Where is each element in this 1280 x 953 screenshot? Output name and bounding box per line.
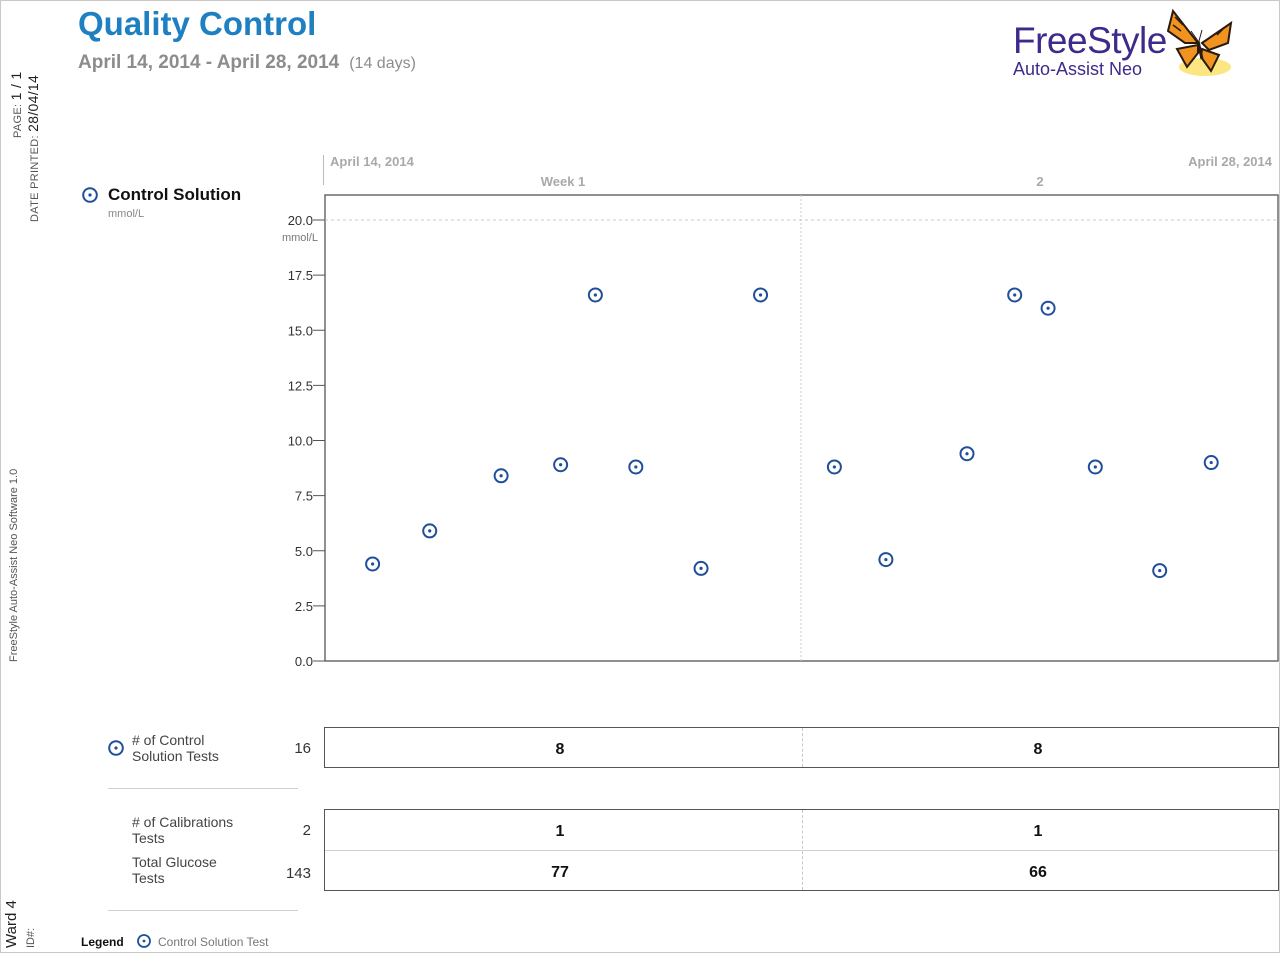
control-tests-label: # of Control Solution Tests (132, 732, 219, 764)
data-point-center (884, 557, 888, 562)
control-solution-marker-icon (82, 187, 98, 203)
y-tick-label: 12.5 (288, 378, 313, 393)
data-point-center (699, 566, 703, 570)
week-divider (802, 728, 803, 767)
y-axis-unit: mmol/L (282, 232, 318, 244)
glucose-tests-label-line2: Tests (132, 870, 165, 886)
row-divider (325, 850, 1278, 851)
glucose-tests-label-line1: Total Glucose (132, 854, 217, 870)
butterfly-icon (1166, 8, 1233, 76)
control-tests-label-line1: # of Control (132, 732, 205, 748)
divider (108, 910, 298, 911)
ward-label: Ward 4 (3, 900, 20, 948)
data-point-center (1013, 293, 1017, 297)
data-point-center (832, 465, 836, 469)
calibration-tests-total: 2 (302, 822, 311, 839)
week-label: 2 (1036, 174, 1044, 189)
logo-name: FreeStyle (1013, 20, 1167, 61)
section-title: Control Solution (108, 185, 242, 204)
control-tests-total: 16 (294, 740, 311, 757)
week-label: Week 1 (540, 174, 586, 189)
data-point-center (371, 562, 375, 566)
legend-item: Control Solution Test (158, 935, 269, 949)
id-label: ID#: (25, 927, 37, 948)
calibration-tests-label-line1: # of Calibrations (132, 814, 234, 830)
divider (108, 788, 298, 789)
glucose-tests-label: Total Glucose Tests (132, 854, 217, 886)
data-point-center (965, 452, 969, 456)
control-solution-marker-icon (108, 740, 124, 756)
control-tests-week2: 8 (1033, 741, 1043, 758)
page-title: Quality Control (78, 5, 317, 42)
glucose-tests-week2: 66 (1029, 864, 1047, 881)
data-point-center (1209, 460, 1213, 465)
timeline-end-date: April 28, 2014 (1188, 154, 1272, 169)
data-point-center (1046, 306, 1050, 310)
timeline-start-date: April 14, 2014 (330, 154, 414, 169)
y-tick-label: 5.0 (295, 544, 313, 559)
control-solution-chart: 0.0 2.5 5.0 7.5 10.0 12.5 15.0 17.5 20.0 mmol/L (282, 194, 1279, 669)
report-date-range: April 14, 2014 - April 28, 2014 (14 days) (78, 52, 416, 74)
y-tick-label: 20.0 (288, 213, 313, 228)
calibration-tests-label-line2: Tests (132, 830, 165, 846)
day-count: (14 days) (349, 55, 416, 72)
date-range-text: April 14, 2014 - April 28, 2014 (78, 52, 340, 73)
data-point-center (499, 474, 503, 478)
y-tick-label: 0.0 (295, 654, 313, 669)
timeline-start-tick (323, 155, 324, 185)
tests-table: 1 1 77 66 (324, 809, 1279, 891)
control-tests-week1: 8 (555, 741, 565, 758)
calibration-tests-week2: 1 (1033, 823, 1043, 840)
data-point-center (758, 293, 763, 297)
calibration-tests-label: # of Calibrations Tests (132, 814, 233, 846)
y-tick-label: 10.0 (288, 434, 313, 449)
data-point-center (593, 293, 597, 297)
legend-label: Legend (81, 935, 124, 949)
data-point-center (1093, 465, 1097, 469)
section-unit: mmol/L (108, 208, 145, 220)
calibration-tests-week1: 1 (555, 823, 565, 840)
y-tick-label: 17.5 (288, 268, 313, 283)
glucose-tests-total: 143 (285, 865, 311, 882)
control-tests-table: 8 8 (324, 727, 1279, 768)
y-tick-label: 15.0 (288, 323, 313, 338)
data-point-center (559, 463, 563, 467)
data-point-center (428, 529, 432, 533)
control-solution-marker-icon (137, 934, 151, 948)
data-point-center (634, 465, 638, 469)
glucose-tests-week1: 77 (551, 864, 569, 881)
y-tick-label: 2.5 (295, 599, 313, 614)
logo-subname: Auto-Assist Neo (1013, 59, 1143, 79)
y-tick-label: 7.5 (295, 489, 313, 504)
data-point-center (1158, 568, 1162, 573)
control-tests-label-line2: Solution Tests (132, 748, 219, 764)
